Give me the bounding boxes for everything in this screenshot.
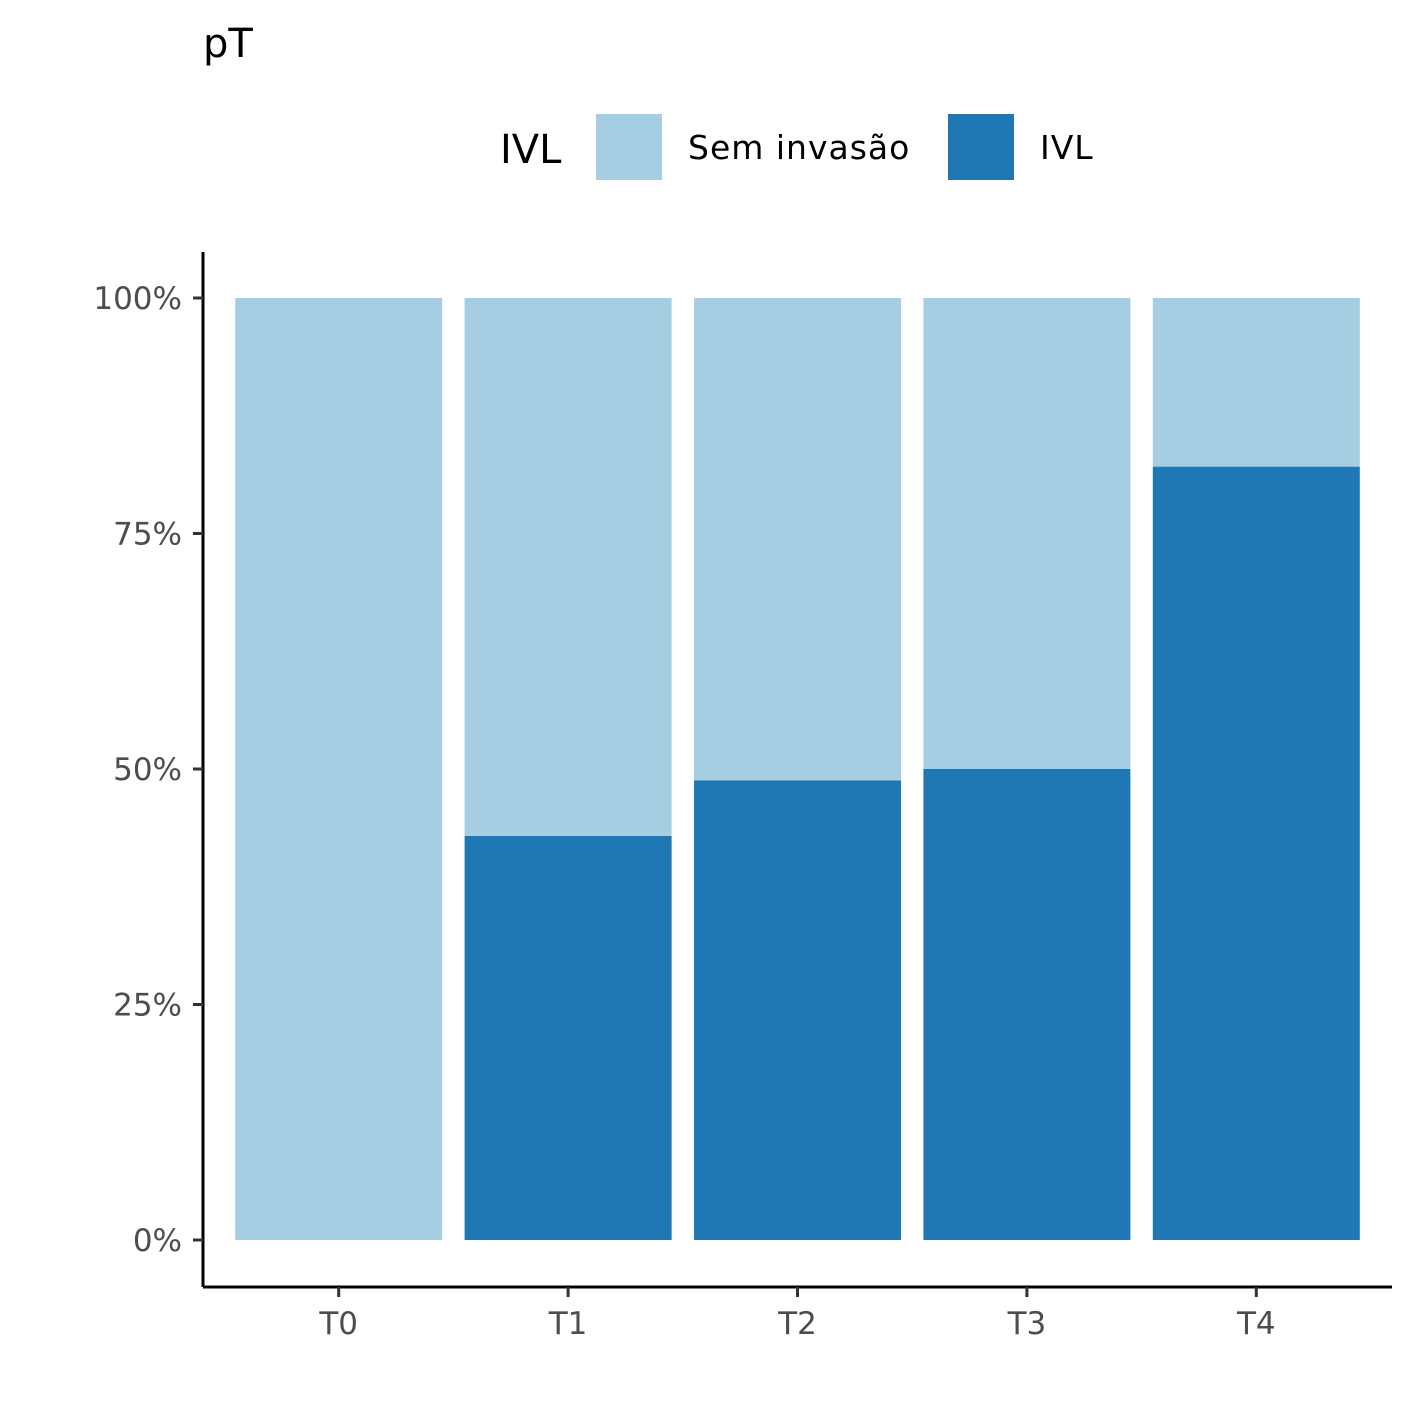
bar-t3-ivl (923, 769, 1131, 1240)
y-tick-label-25: 25% (113, 988, 182, 1024)
x-tick-label-t1: T1 (548, 1306, 588, 1342)
bar-t2-sem-invasao (694, 298, 901, 781)
bar-t4-ivl (1152, 466, 1360, 1240)
x-tick-label-t0: T0 (318, 1306, 358, 1342)
y-tick-label-75: 75% (113, 517, 182, 553)
x-tick-label-t3: T3 (1007, 1306, 1047, 1342)
x-tick-label-t2: T2 (777, 1306, 817, 1342)
bar-t4-sem-invasao (1152, 298, 1360, 467)
bar-t0-sem-invasao (235, 298, 443, 1240)
bar-t1-ivl (464, 835, 672, 1240)
chart-title: pT (203, 21, 253, 67)
y-tick-label-50: 50% (113, 752, 182, 788)
bars-group (235, 298, 1360, 1240)
legend-label-ivl: IVL (1040, 128, 1094, 167)
legend-key-ivl (948, 114, 1014, 180)
legend-label-sem-invasao: Sem invasão (688, 128, 910, 167)
legend-title: IVL (500, 127, 562, 173)
x-axis: T0 T1 T2 T3 T4 (203, 1285, 1392, 1342)
x-tick-label-t4: T4 (1236, 1306, 1276, 1342)
bar-t2-ivl (694, 780, 901, 1240)
bar-t3-sem-invasao (923, 298, 1131, 769)
y-axis: 0% 25% 50% 75% 100% (93, 252, 205, 1287)
y-tick-label-100: 100% (93, 281, 182, 317)
y-tick-label-0: 0% (133, 1223, 182, 1259)
legend: IVL Sem invasão IVL (500, 114, 1094, 180)
bar-t1-sem-invasao (464, 298, 672, 836)
legend-key-sem-invasao (596, 114, 662, 180)
